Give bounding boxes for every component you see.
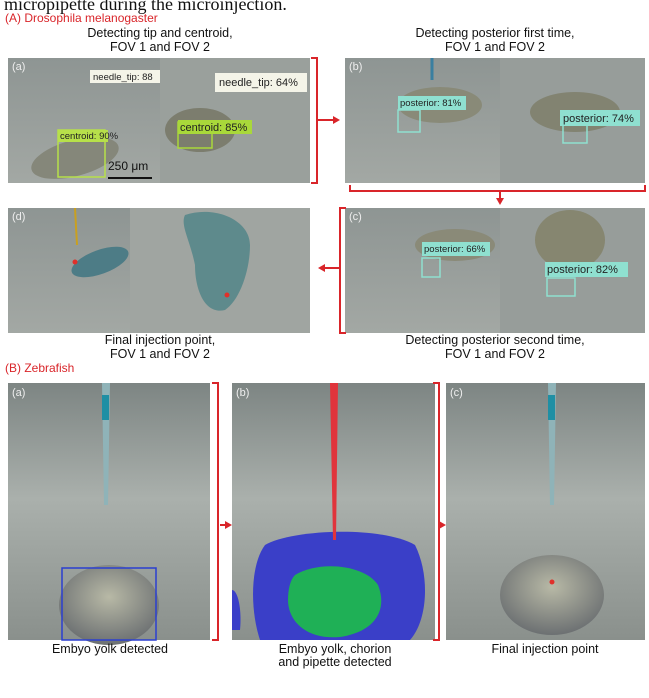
- panel-title: Detecting posterior second time,: [405, 333, 584, 347]
- panel-label: (b): [349, 61, 362, 73]
- panel-title: FOV 1 and FOV 2: [445, 347, 545, 361]
- panel-title: FOV 1 and FOV 2: [445, 40, 545, 54]
- panel-label: (b): [236, 387, 249, 399]
- zebrafish-panel-c: (c): [446, 383, 645, 640]
- panel-label: (c): [450, 387, 463, 399]
- detection-label: posterior: 66%: [424, 244, 486, 255]
- scale-bar-label: 250 μm: [108, 159, 148, 173]
- panel-caption: Embyo yolk detected: [52, 642, 168, 656]
- panel-c: (c) posterior: 66% posterior: 82%: [345, 208, 645, 333]
- panel-title: Detecting tip and centroid,: [87, 26, 232, 40]
- detection-label: needle_tip: 88: [93, 72, 153, 83]
- panel-title: Detecting posterior first time,: [415, 26, 574, 40]
- section-heading: (B) Zebrafish: [5, 361, 74, 375]
- panel-label: (c): [349, 211, 362, 223]
- panel-b: (b) posterior: 81% posterior: 74%: [345, 58, 645, 183]
- detection-label: centroid: 85%: [180, 122, 247, 134]
- detection-label: posterior: 74%: [563, 113, 634, 125]
- detection-label: posterior: 82%: [547, 264, 618, 276]
- panel-title: FOV 1 and FOV 2: [110, 347, 210, 361]
- panel-title: FOV 1 and FOV 2: [110, 40, 210, 54]
- zebrafish-panel-b: (b): [232, 383, 435, 640]
- panel-caption: Embyo yolk, chorion: [279, 642, 392, 656]
- panel-title: Final injection point,: [105, 333, 215, 347]
- panel-label: (a): [12, 61, 25, 73]
- zebrafish-panel-a: (a): [8, 383, 210, 645]
- panel-caption: Final injection point: [491, 642, 599, 656]
- figure: micropipette during the microinjection. …: [0, 0, 649, 698]
- panel-caption: and pipette detected: [278, 655, 391, 669]
- section-heading: (A) Drosophila melanogaster: [5, 11, 158, 25]
- detection-label: posterior: 81%: [400, 98, 462, 109]
- detection-label: centroid: 90%: [60, 131, 119, 142]
- panel-label: (a): [12, 387, 25, 399]
- panel-a: (a) needle_tip: 88 needle_tip: 64% centr…: [8, 58, 310, 187]
- detection-label: needle_tip: 64%: [219, 77, 298, 89]
- panel-label: (d): [12, 211, 25, 223]
- panel-d: (d): [8, 208, 310, 333]
